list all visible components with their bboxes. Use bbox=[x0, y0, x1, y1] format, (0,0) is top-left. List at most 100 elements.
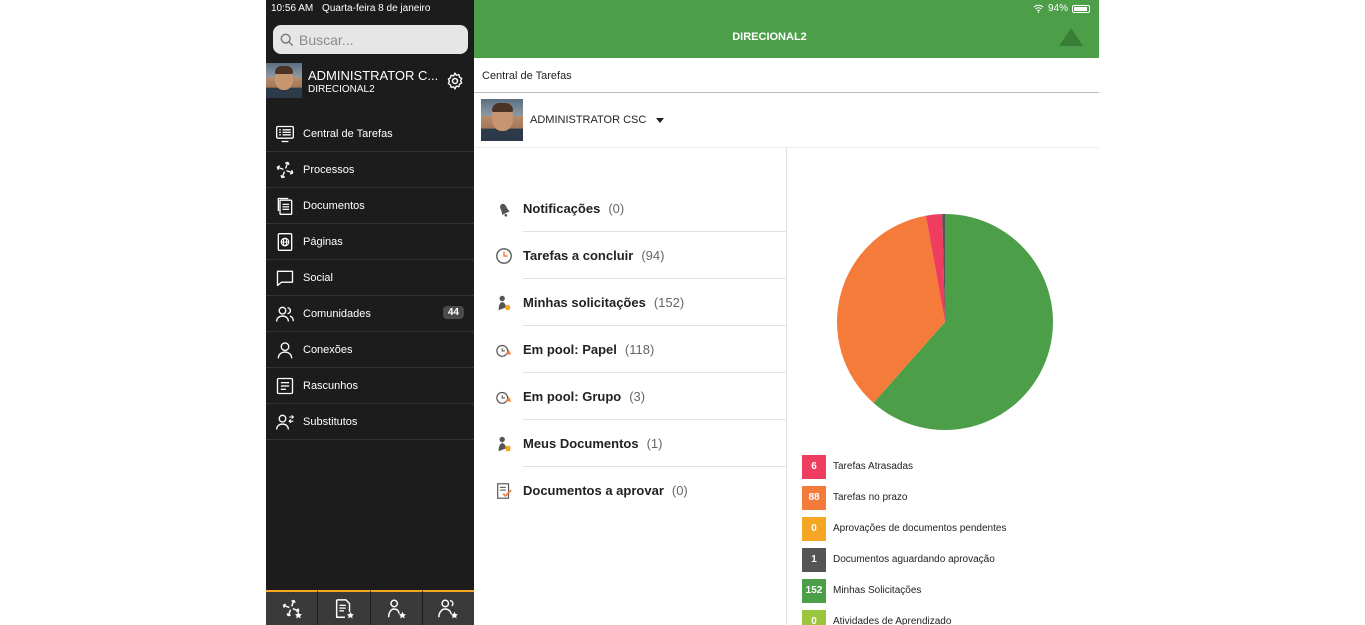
profile-org: DIRECIONAL2 bbox=[308, 84, 375, 95]
sidebar-item-comunidades[interactable]: Comunidades 44 bbox=[266, 296, 474, 332]
divider bbox=[523, 325, 786, 326]
sidebar-item-central-de-tarefas[interactable]: Central de Tarefas bbox=[266, 116, 474, 152]
avatar bbox=[481, 99, 523, 141]
legend-label: Documentos aguardando aprovação bbox=[833, 554, 995, 565]
search-placeholder: Buscar... bbox=[299, 31, 354, 48]
sidebar-item-label: Comunidades bbox=[303, 307, 371, 320]
battery-icon bbox=[1072, 4, 1090, 13]
document-star-icon bbox=[335, 598, 354, 618]
sidebar-item-label: Documentos bbox=[303, 199, 365, 212]
task-count: (0) bbox=[671, 483, 688, 498]
divider bbox=[523, 372, 786, 373]
sidebar-item-documentos[interactable]: Documentos bbox=[266, 188, 474, 224]
sidebar-item-conexoes[interactable]: Conexões bbox=[266, 332, 474, 368]
divider bbox=[523, 466, 786, 467]
task-item-documentos-a-aprovar[interactable]: Documentos a aprovar (0) bbox=[474, 467, 786, 514]
legend-item: 88 Tarefas no prazo bbox=[802, 482, 1006, 513]
user-request-icon bbox=[494, 293, 514, 313]
task-name: Meus Documentos bbox=[523, 436, 639, 451]
sidebar-item-social[interactable]: Social bbox=[266, 260, 474, 296]
avatar bbox=[266, 63, 302, 98]
legend-item: 0 Atividades de Aprendizado bbox=[802, 606, 1006, 625]
pie-slice bbox=[837, 215, 945, 403]
task-name: Minhas solicitações bbox=[523, 295, 646, 310]
pages-globe-icon bbox=[274, 231, 296, 253]
user-selector[interactable]: ADMINISTRATOR CSC bbox=[481, 99, 665, 141]
sidebar-item-paginas[interactable]: Páginas bbox=[266, 224, 474, 260]
pool-group-icon bbox=[494, 387, 514, 407]
tasks-pie-chart bbox=[837, 214, 1053, 430]
legend-value: 88 bbox=[802, 485, 826, 510]
legend-label: Atividades de Aprendizado bbox=[833, 616, 952, 625]
task-name: Em pool: Papel bbox=[523, 342, 617, 357]
page-title: DIRECIONAL2 bbox=[732, 31, 807, 43]
chevron-down-icon[interactable] bbox=[656, 117, 665, 123]
task-count: (152) bbox=[653, 295, 685, 310]
user-document-icon bbox=[494, 434, 514, 454]
divider bbox=[474, 92, 1099, 93]
profile-header[interactable]: ADMINISTRATOR C... DIRECIONAL2 bbox=[266, 63, 474, 99]
person-icon bbox=[274, 339, 296, 361]
toolbar-processes-button[interactable] bbox=[266, 590, 319, 625]
user-star-icon bbox=[388, 599, 407, 618]
legend-label: Minhas Solicitações bbox=[833, 585, 922, 596]
legend-item: 6 Tarefas Atrasadas bbox=[802, 451, 1006, 482]
collapse-triangle-icon[interactable] bbox=[1059, 28, 1083, 46]
documents-icon bbox=[274, 195, 296, 217]
sidebar-item-label: Central de Tarefas bbox=[303, 127, 393, 140]
approve-document-icon bbox=[494, 481, 514, 501]
battery-percent: 94% bbox=[1047, 3, 1068, 14]
toolbar-groups-button[interactable] bbox=[422, 590, 474, 625]
drafts-icon bbox=[274, 375, 296, 397]
gear-icon[interactable] bbox=[445, 71, 465, 91]
task-count: (118) bbox=[624, 342, 655, 357]
pie-slice bbox=[925, 214, 945, 322]
status-bar-right: 94% bbox=[1033, 3, 1090, 14]
toolbar-documents-button[interactable] bbox=[318, 590, 371, 625]
sidebar-item-label: Conexões bbox=[303, 343, 353, 356]
legend-item: 0 Aprovações de documentos pendentes bbox=[802, 513, 1006, 544]
header-bar: 94% DIRECIONAL2 bbox=[474, 0, 1099, 58]
group-star-icon bbox=[438, 599, 459, 618]
legend-label: Tarefas no prazo bbox=[833, 492, 908, 503]
task-count: (94) bbox=[641, 248, 665, 263]
clock-icon bbox=[494, 246, 514, 266]
task-item-em-pool-grupo[interactable]: Em pool: Grupo (3) bbox=[474, 373, 786, 420]
divider bbox=[523, 278, 786, 279]
task-count: (0) bbox=[608, 201, 625, 216]
task-item-meus-documentos[interactable]: Meus Documentos (1) bbox=[474, 420, 786, 467]
column-divider bbox=[786, 147, 787, 625]
main-panel: 94% DIRECIONAL2 Central de Tarefas ADMIN… bbox=[474, 0, 1099, 625]
sidebar-item-label: Processos bbox=[303, 163, 355, 176]
sidebar-item-processos[interactable]: Processos bbox=[266, 152, 474, 188]
sidebar-item-rascunhos[interactable]: Rascunhos bbox=[266, 368, 474, 404]
sidebar-item-label: Rascunhos bbox=[303, 379, 359, 392]
task-item-tarefas-a-concluir[interactable]: Tarefas a concluir (94) bbox=[474, 232, 786, 279]
divider bbox=[523, 419, 786, 420]
task-item-em-pool-papel[interactable]: Em pool: Papel (118) bbox=[474, 326, 786, 373]
processes-star-icon bbox=[282, 599, 302, 618]
substitutes-icon bbox=[274, 411, 296, 433]
task-name: Em pool: Grupo bbox=[523, 389, 622, 404]
sidebar-item-substitutos[interactable]: Substitutos bbox=[266, 404, 474, 440]
toolbar-requests-button[interactable] bbox=[370, 590, 423, 625]
bottom-toolbar bbox=[266, 590, 474, 625]
search-input[interactable]: Buscar... bbox=[273, 25, 468, 54]
wifi-icon bbox=[1033, 4, 1044, 13]
legend-label: Aprovações de documentos pendentes bbox=[833, 523, 1007, 534]
legend-value: 6 bbox=[802, 454, 826, 479]
task-name: Notificações bbox=[523, 201, 601, 216]
legend-item: 152 Minhas Solicitações bbox=[802, 575, 1006, 606]
task-item-notificacoes[interactable]: Notificações (0) bbox=[474, 185, 786, 232]
count-badge: 44 bbox=[442, 306, 464, 319]
legend-item: 1 Documentos aguardando aprovação bbox=[802, 544, 1006, 575]
chat-bubble-icon bbox=[274, 267, 296, 289]
monitor-list-icon bbox=[274, 123, 296, 145]
legend-value: 152 bbox=[802, 578, 826, 603]
profile-name: ADMINISTRATOR C... bbox=[308, 68, 439, 83]
task-item-minhas-solicitacoes[interactable]: Minhas solicitações (152) bbox=[474, 279, 786, 326]
sidebar-item-label: Substitutos bbox=[303, 415, 358, 428]
community-icon bbox=[274, 303, 296, 325]
sidebar: 10:56 AM Quarta-feira 8 de janeiro Busca… bbox=[266, 0, 474, 625]
